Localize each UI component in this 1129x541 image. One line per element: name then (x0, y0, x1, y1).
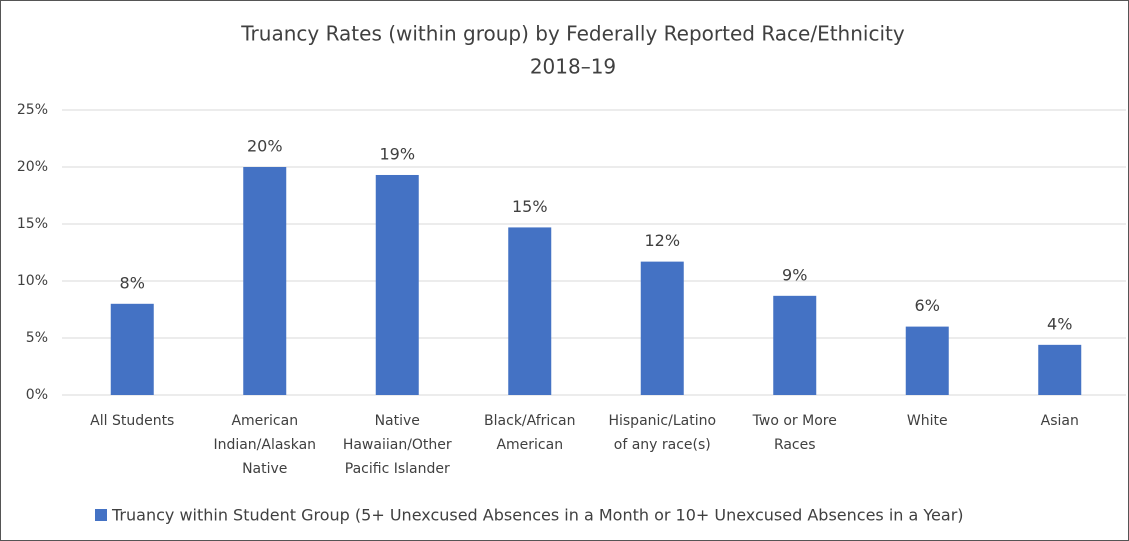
legend-swatch (95, 509, 107, 521)
data-label: 12% (644, 231, 680, 250)
chart-title: Truancy Rates (within group) by Federall… (240, 22, 905, 46)
x-tick-label: Races (774, 437, 816, 453)
data-label: 4% (1047, 314, 1072, 333)
x-tick-label: Native (375, 413, 420, 429)
bar (375, 174, 419, 395)
bar (773, 295, 817, 395)
bar (110, 303, 154, 395)
y-tick-label: 20% (17, 159, 48, 175)
x-tick-label: White (907, 413, 948, 429)
data-label: 19% (379, 144, 415, 163)
x-tick-label: All Students (90, 413, 174, 429)
data-label: 20% (247, 137, 283, 156)
data-label: 8% (120, 273, 145, 292)
chart-subtitle: 2018–19 (530, 55, 616, 79)
y-tick-label: 10% (17, 273, 48, 289)
x-tick-label: Asian (1041, 413, 1079, 429)
bar (508, 227, 552, 395)
x-tick-label: Pacific Islander (345, 461, 450, 477)
bar (1038, 344, 1082, 395)
bar (640, 261, 684, 395)
bar (905, 326, 949, 395)
x-tick-label: American (496, 437, 563, 453)
x-tick-label: Two or More (752, 413, 837, 429)
x-tick-label: Native (242, 461, 287, 477)
bar (243, 167, 287, 395)
x-tick-label: Hawaiian/Other (343, 437, 452, 453)
x-tick-label: Black/African (484, 413, 575, 429)
legend-label: Truancy within Student Group (5+ Unexcus… (111, 506, 964, 525)
data-label: 15% (512, 197, 548, 216)
x-tick-label: Indian/Alaskan (213, 437, 316, 453)
y-tick-label: 0% (26, 387, 48, 403)
data-label: 9% (782, 265, 807, 284)
x-tick-label: Hispanic/Latino (608, 413, 716, 429)
x-tick-label: of any race(s) (614, 437, 711, 453)
x-tick-label: American (231, 413, 298, 429)
y-tick-label: 15% (17, 216, 48, 232)
y-tick-label: 25% (17, 102, 48, 118)
y-tick-label: 5% (26, 330, 48, 346)
data-label: 6% (915, 296, 940, 315)
